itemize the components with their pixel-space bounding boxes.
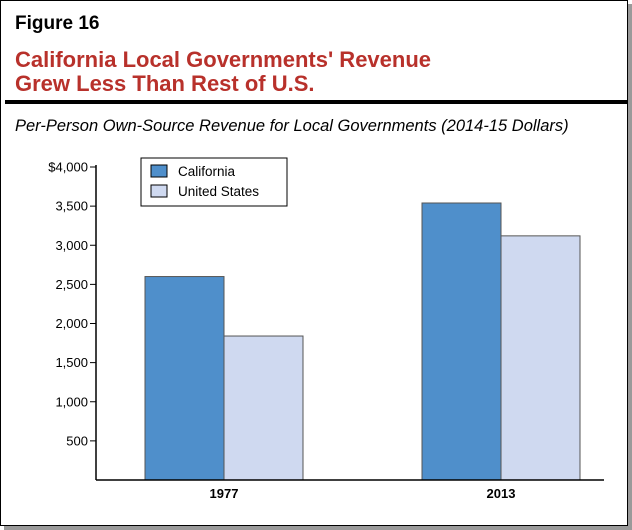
figure-title: California Local Governments' Revenue Gr… xyxy=(15,48,431,96)
x-tick-label: 2013 xyxy=(487,486,516,501)
legend-swatch xyxy=(150,164,168,178)
figure-label: Figure 16 xyxy=(15,13,100,34)
y-tick-label: 500 xyxy=(66,433,88,448)
legend-label: California xyxy=(178,164,236,179)
y-tick-label: 1,500 xyxy=(55,355,88,370)
y-tick-label: 2,500 xyxy=(55,277,88,292)
title-line-1: California Local Governments' Revenue xyxy=(15,47,432,72)
title-line-2: Grew Less Than Rest of U.S. xyxy=(15,71,315,96)
y-tick-label: 3,000 xyxy=(55,238,88,253)
y-tick-label: 1,000 xyxy=(55,394,88,409)
legend-label: United States xyxy=(178,184,259,199)
x-tick-label: 1977 xyxy=(210,486,239,501)
legend-swatch xyxy=(150,184,168,198)
y-tick-label: 2,000 xyxy=(55,316,88,331)
chart-subtitle: Per-Person Own-Source Revenue for Local … xyxy=(15,117,569,135)
bar-california-2013 xyxy=(421,202,502,481)
bar-california-1977 xyxy=(144,276,225,481)
title-rule xyxy=(5,100,627,104)
y-tick-label: 3,500 xyxy=(55,199,88,214)
y-tick-label: $4,000 xyxy=(48,160,88,175)
bar-united-states-1977 xyxy=(223,335,304,481)
bar-united-states-2013 xyxy=(500,235,581,481)
